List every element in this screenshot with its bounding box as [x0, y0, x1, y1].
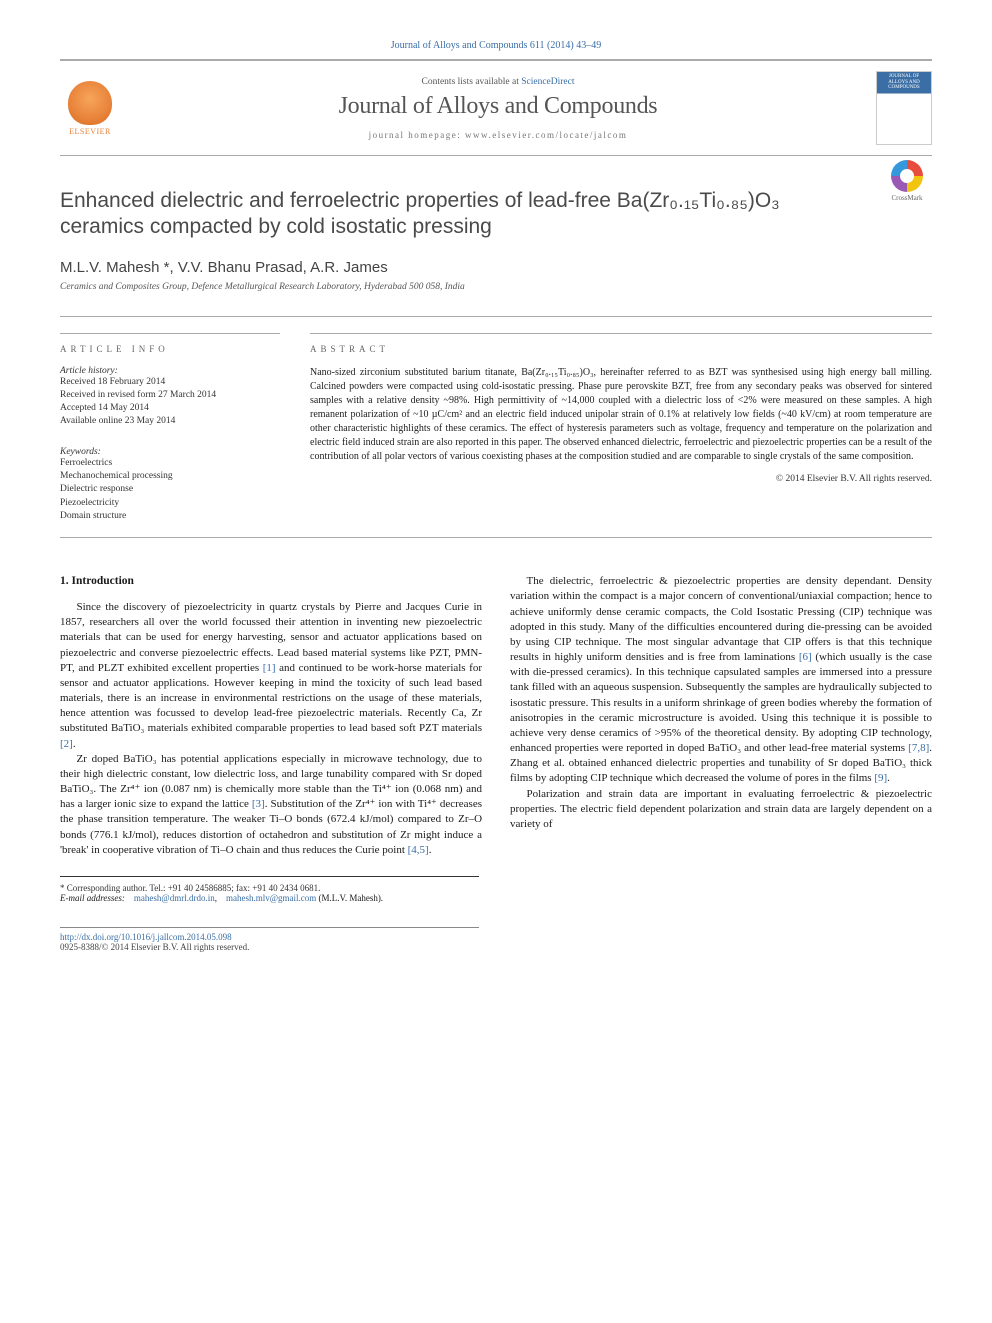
keywords-block: Keywords: Ferroelectrics Mechanochemical… — [60, 447, 280, 523]
homepage-url[interactable]: www.elsevier.com/locate/jalcom — [465, 130, 627, 140]
crossmark-icon — [891, 160, 923, 192]
abstract-body: Nano-sized zirconium substituted barium … — [310, 367, 932, 462]
contents-line: Contents lists available at ScienceDirec… — [120, 77, 876, 87]
history-online: Available online 23 May 2014 — [60, 415, 280, 428]
journal-reference: Journal of Alloys and Compounds 611 (201… — [60, 40, 932, 51]
body-columns: 1. Introduction Since the discovery of p… — [60, 574, 932, 858]
journal-header: ELSEVIER Contents lists available at Sci… — [60, 59, 932, 156]
history-label: Article history: — [60, 366, 280, 376]
body-p4: Polarization and strain data are importa… — [510, 787, 932, 833]
doi-link[interactable]: http://dx.doi.org/10.1016/j.jallcom.2014… — [60, 932, 232, 942]
body-p2: Zr doped BaTiO₃ has potential applicatio… — [60, 752, 482, 858]
page-footer: http://dx.doi.org/10.1016/j.jallcom.2014… — [60, 927, 479, 952]
p1c: . — [73, 738, 76, 750]
abstract-text: Nano-sized zirconium substituted barium … — [310, 366, 932, 464]
email-line: E-mail addresses: mahesh@dmrl.drdo.in, m… — [60, 893, 479, 903]
journal-name: Journal of Alloys and Compounds — [120, 93, 876, 120]
corresponding-author: * Corresponding author. Tel.: +91 40 245… — [60, 883, 479, 893]
header-center: Contents lists available at ScienceDirec… — [120, 77, 876, 140]
meta-section: ARTICLE INFO Article history: Received 1… — [60, 316, 932, 524]
keywords-label: Keywords: — [60, 447, 280, 457]
abstract-heading: ABSTRACT — [310, 344, 932, 354]
email-label: E-mail addresses: — [60, 893, 125, 903]
email-owner: (M.L.V. Mahesh). — [318, 893, 383, 903]
meta-bottom-rule — [60, 537, 932, 538]
body-p3: The dielectric, ferroelectric & piezoele… — [510, 574, 932, 786]
ref-1[interactable]: [1] — [263, 662, 276, 674]
email-2[interactable]: mahesh.mlv@gmail.com — [226, 893, 316, 903]
contents-prefix: Contents lists available at — [421, 77, 521, 87]
issn-copyright: 0925-8388/© 2014 Elsevier B.V. All right… — [60, 942, 249, 952]
sciencedirect-link[interactable]: ScienceDirect — [521, 77, 574, 87]
journal-cover-thumbnail: JOURNAL OF ALLOYS AND COMPOUNDS — [876, 71, 932, 145]
article-info-heading: ARTICLE INFO — [60, 344, 280, 354]
history-accepted: Accepted 14 May 2014 — [60, 402, 280, 415]
authors: M.L.V. Mahesh *, V.V. Bhanu Prasad, A.R.… — [60, 259, 932, 276]
affiliation: Ceramics and Composites Group, Defence M… — [60, 282, 932, 292]
crossmark-badge[interactable]: CrossMark — [882, 160, 932, 210]
ref-3[interactable]: [3] — [252, 798, 265, 810]
keyword: Dielectric response — [60, 483, 280, 496]
homepage-line: journal homepage: www.elsevier.com/locat… — [120, 130, 876, 140]
abstract-column: ABSTRACT Nano-sized zirconium substitute… — [310, 333, 932, 524]
ref-4-5[interactable]: [4,5] — [408, 844, 429, 856]
section-1-heading: 1. Introduction — [60, 574, 482, 590]
p3b: (which usually is the case with die-pres… — [510, 651, 932, 754]
ref-9[interactable]: [9] — [874, 772, 887, 784]
ref-7-8[interactable]: [7,8] — [908, 742, 929, 754]
p2d: . — [429, 844, 432, 856]
email-1[interactable]: mahesh@dmrl.drdo.in — [134, 893, 215, 903]
history-received: Received 18 February 2014 — [60, 376, 280, 389]
elsevier-tree-icon — [68, 81, 112, 125]
history-revised: Received in revised form 27 March 2014 — [60, 389, 280, 402]
keyword: Piezoelectricity — [60, 497, 280, 510]
homepage-prefix: journal homepage: — [369, 130, 465, 140]
elsevier-text: ELSEVIER — [69, 127, 111, 136]
keyword: Domain structure — [60, 510, 280, 523]
keyword: Mechanochemical processing — [60, 470, 280, 483]
article-info: ARTICLE INFO Article history: Received 1… — [60, 333, 280, 524]
keyword: Ferroelectrics — [60, 457, 280, 470]
crossmark-label: CrossMark — [882, 194, 932, 202]
body-p1: Since the discovery of piezoelectricity … — [60, 600, 482, 752]
cover-thumb-title: JOURNAL OF ALLOYS AND COMPOUNDS — [879, 74, 929, 91]
p3a: The dielectric, ferroelectric & piezoele… — [510, 575, 932, 663]
p3d: . — [887, 772, 890, 784]
ref-6[interactable]: [6] — [799, 651, 812, 663]
corresponding-author-footer: * Corresponding author. Tel.: +91 40 245… — [60, 876, 479, 903]
abstract-copyright: © 2014 Elsevier B.V. All rights reserved… — [310, 474, 932, 484]
ref-2[interactable]: [2] — [60, 738, 73, 750]
article-title: Enhanced dielectric and ferroelectric pr… — [60, 188, 932, 241]
elsevier-logo: ELSEVIER — [60, 74, 120, 142]
